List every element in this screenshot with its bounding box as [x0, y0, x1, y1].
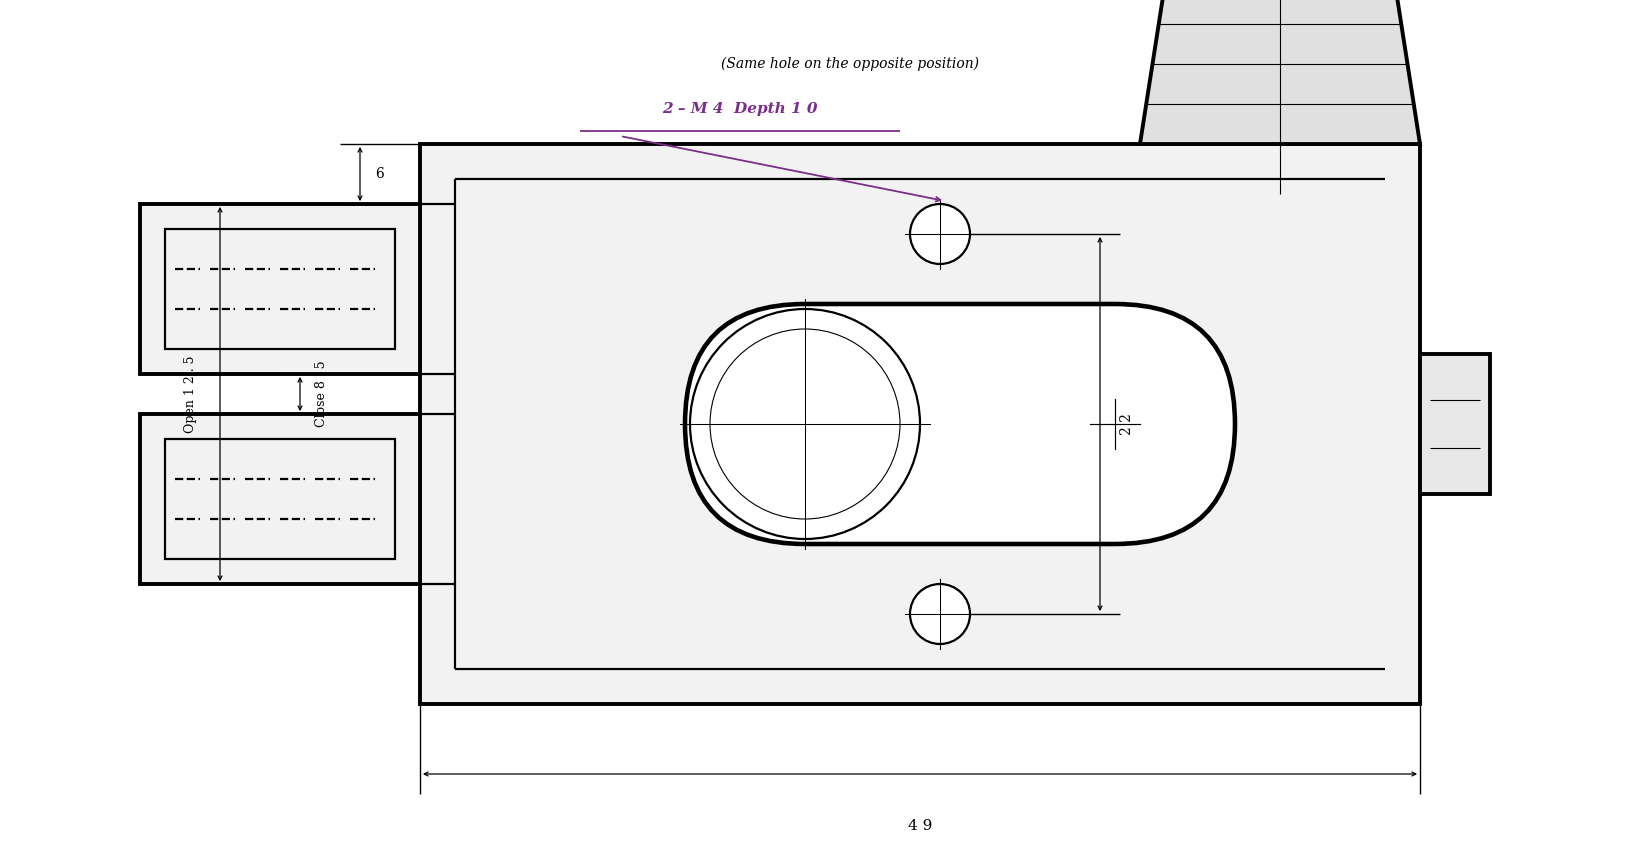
Text: Open 1 2 . 5: Open 1 2 . 5	[183, 355, 196, 433]
Circle shape	[911, 584, 970, 644]
Text: 2 – M 4  Depth 1 0: 2 – M 4 Depth 1 0	[662, 102, 819, 116]
Text: Close 8 . 5: Close 8 . 5	[315, 360, 328, 427]
Bar	[165, 439, 395, 559]
Text: 6: 6	[376, 167, 384, 181]
Bar	[1420, 354, 1491, 494]
Polygon shape	[1140, 0, 1420, 144]
Text: 4 9: 4 9	[907, 819, 932, 833]
Circle shape	[690, 309, 921, 539]
Bar	[140, 204, 420, 374]
Bar	[165, 229, 395, 349]
Circle shape	[710, 329, 899, 519]
Text: 2 2: 2 2	[1120, 413, 1135, 435]
Circle shape	[911, 204, 970, 264]
FancyBboxPatch shape	[685, 304, 1235, 544]
Bar	[420, 144, 1420, 704]
Text: (Same hole on the opposite position): (Same hole on the opposite position)	[721, 57, 978, 71]
Bar	[140, 414, 420, 584]
